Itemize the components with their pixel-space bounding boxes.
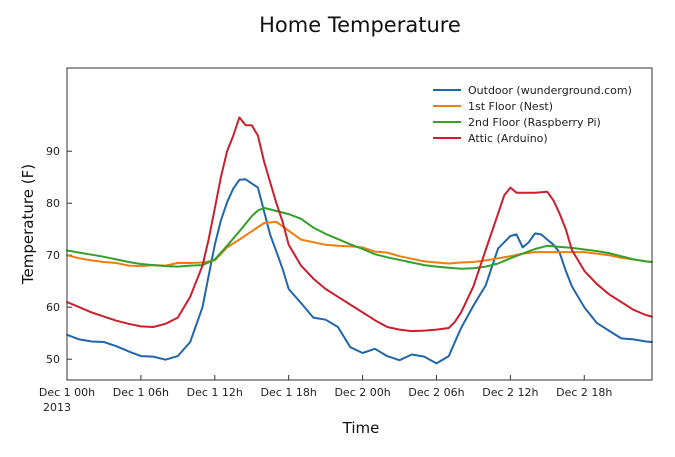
x-tick-label: Dec 1 00h [39,386,95,399]
x-tick-label: Dec 2 06h [408,386,464,399]
x-tick-label: Dec 1 06h [113,386,169,399]
legend-label-outdoor-wunderground-com: Outdoor (wunderground.com) [468,84,632,97]
y-axis-ticks: 50 60 70 80 90 [46,145,72,366]
x-axis-title: Time [342,419,380,437]
y-axis-title: Temperature (F) [19,164,37,285]
y-tick-label: 80 [46,197,60,210]
x-tick-sublabel: 2013 [43,401,71,414]
x-axis-ticks: Dec 1 00h 2013 Dec 1 06h Dec 1 12h Dec 1 18h… [39,375,612,414]
x-tick-label: Dec 2 12h [482,386,538,399]
x-tick-label: Dec 2 18h [556,386,612,399]
chart-title: Home Temperature [259,13,461,37]
x-tick-label: Dec 1 18h [261,386,317,399]
series-line-attic-arduino [66,116,653,333]
legend-label-2nd-floor-raspberry-pi: 2nd Floor (Raspberry Pi) [468,116,601,129]
legend-label-attic-arduino: Attic (Arduino) [468,132,548,145]
y-tick-label: 70 [46,249,60,262]
legend: Outdoor (wunderground.com) 1st Floor (Nes… [433,84,632,145]
y-tick-label: 50 [46,353,60,366]
legend-label-1st-floor-nest: 1st Floor (Nest) [468,100,553,113]
x-tick-label: Dec 1 12h [187,386,243,399]
y-tick-label: 60 [46,301,60,314]
plot-frame [66,67,653,381]
series-line-2nd-floor-raspberry-pi [66,206,653,270]
y-tick-label: 90 [46,145,60,158]
series-line-1st-floor-nest [66,220,653,268]
series-lines [66,116,653,365]
series-line-outdoor-wunderground-com [66,178,653,365]
x-tick-label: Dec 2 00h [334,386,390,399]
